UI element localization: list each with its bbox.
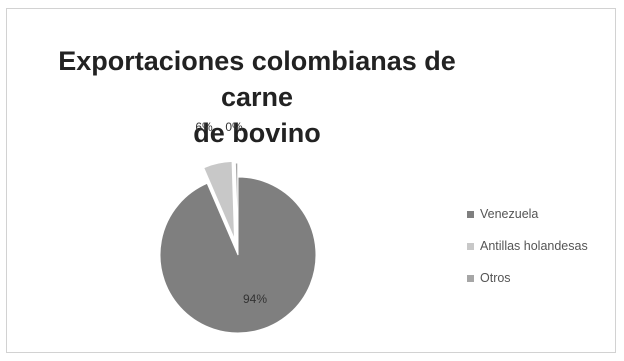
pie-slice-antillas-holandesas — [203, 160, 236, 240]
data-label-venezuela: 94% — [243, 292, 267, 306]
legend-label-venezuela: Venezuela — [480, 207, 539, 221]
legend-label-antillas-holandesas: Antillas holandesas — [480, 239, 588, 253]
legend-swatch-otros — [467, 274, 474, 282]
legend-swatch-venezuela — [467, 210, 474, 218]
pie-slice-otros — [234, 162, 239, 242]
legend-item-otros: Otros — [467, 262, 588, 294]
chart-title-line-1: Exportaciones colombianas de carne — [58, 46, 456, 112]
data-label-antillas-holandesas: 6% — [195, 120, 213, 134]
legend-swatch-antillas-holandesas — [467, 242, 474, 250]
legend-label-otros: Otros — [480, 271, 511, 285]
chart-title: Exportaciones colombianas de carne de bo… — [37, 43, 477, 151]
chart-area: Exportaciones colombianas de carne de bo… — [6, 8, 616, 353]
data-label-otros: 0% — [225, 120, 243, 134]
legend-item-venezuela: Venezuela — [467, 198, 588, 230]
chart-title-line-2: de bovino — [193, 118, 321, 148]
legend-item-antillas-holandesas: Antillas holandesas — [467, 230, 588, 262]
legend: Venezuela Antillas holandesas Otros — [467, 198, 588, 294]
pie-slice-venezuela — [159, 176, 317, 334]
